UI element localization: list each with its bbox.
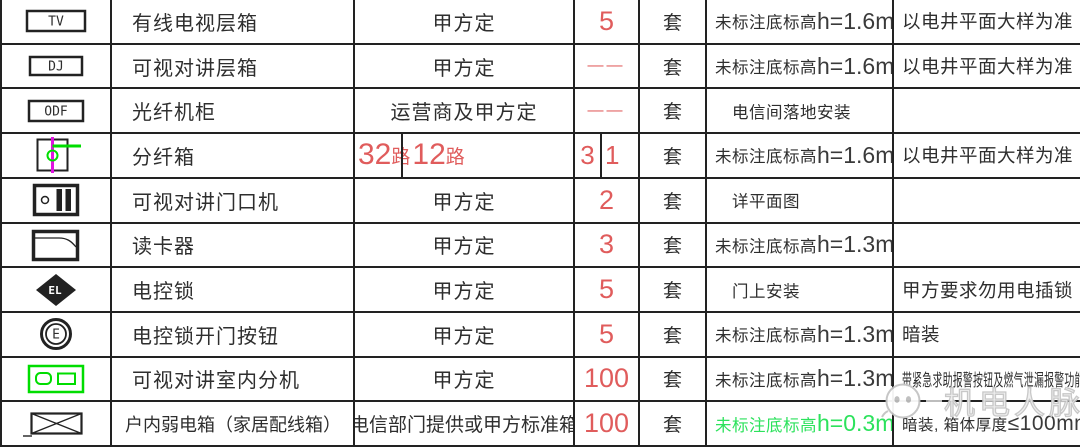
remark-cell [894,179,1080,224]
symbol-cell: EL [2,268,112,313]
remark-cell [894,224,1080,269]
qty-cell: —— [575,44,640,90]
install-cell: 详平面图 [707,178,894,224]
spec-cell: 电信部门提供或甲方标准箱 [355,402,575,447]
remark-cell: 带紧急求助报警按钮及燃气泄漏报警功能 [894,358,1080,403]
install-cell: 未标注底标高 h=1.6m [707,0,894,45]
unit-cell: 套 [640,89,707,135]
qty-cell: 5 [575,268,640,313]
symbol-cell: ODF [2,89,112,135]
install-cell: 门上安装 [707,268,894,313]
spec-cell: 甲方定 [355,223,575,269]
symbol-cell: DJ [2,44,112,90]
unit-cell: 套 [640,178,707,224]
indoor-monitor-icon [27,364,85,394]
door-station-icon [32,183,80,217]
qty-cell: 2 [575,178,640,224]
device-name: 可视对讲室内分机 [112,357,355,403]
symbol-cell: E [2,312,112,358]
install-cell: 未标注底标高 h=1.6m [707,44,894,90]
device-name: 可视对讲层箱 [112,44,355,90]
unit-cell: 套 [640,223,707,269]
spec-cell: 甲方定 [355,357,575,403]
install-cell: 未标注底标高 h=1.3m [707,357,894,403]
qty-cell: 3 [575,223,640,269]
card-reader-icon [31,229,80,262]
unit-cell: 套 [640,0,707,45]
remark-cell: 甲方要求勿用电插锁 [894,268,1080,313]
device-name: 光纤机柜 [112,89,355,135]
odf-cabinet-icon: ODF [27,99,85,122]
device-name: 电控锁开门按钮 [112,312,355,358]
remark-cell: 暗装 [894,313,1080,358]
unit-cell: 套 [640,357,707,403]
device-name: 读卡器 [112,223,355,269]
spec-cell: 运营商及甲方定 [355,89,575,135]
qty-cell: 5 [575,312,640,358]
install-cell: 未标注底标高 h=0.3m [707,402,894,447]
install-cell: 未标注底标高 h=1.6m [707,134,894,179]
device-name: 有线电视层箱 [112,0,355,45]
spec-cell: 甲方定 [355,44,575,90]
remark-cell: 以电井平面大样为准 [894,134,1080,179]
exit-button-icon: E [40,318,72,351]
spec-cell: 32路 12路 [355,134,575,179]
symbol-cell: TV [2,0,112,45]
unit-cell: 套 [640,402,707,447]
qty-cell: —— [575,89,640,135]
weak-current-box-icon [23,412,83,437]
remark-cell [894,89,1080,135]
install-cell: 电信间落地安装 [707,89,894,135]
device-name: 可视对讲门口机 [112,178,355,224]
electric-lock-icon: EL [36,273,76,306]
svg-text:E: E [52,328,60,343]
remark-cell: 以电井平面大样为准 [894,0,1080,45]
tv-floor-box-icon: TV [25,10,87,33]
unit-cell: 套 [640,134,707,179]
unit-cell: 套 [640,268,707,313]
sub-column-divider [401,134,403,177]
unit-cell: 套 [640,44,707,90]
spec-cell: 甲方定 [355,0,575,45]
svg-text:DJ: DJ [48,60,64,75]
symbol-cell [2,134,112,179]
qty-cell: 3 1 [575,134,640,179]
qty-cell: 5 [575,0,640,45]
symbol-cell [2,178,112,224]
fiber-splitter-box-icon [36,137,81,174]
install-cell: 未标注底标高 h=1.3m [707,312,894,358]
dj-floor-box-icon: DJ [28,55,84,77]
device-name: 户内弱电箱（家居配线箱） [112,402,355,447]
unit-cell: 套 [640,312,707,358]
device-name: 电控锁 [112,268,355,313]
spec-cell: 甲方定 [355,178,575,224]
sub-column-divider [600,134,602,177]
qty-cell: 100 [575,402,640,447]
symbol-cell [2,223,112,269]
remark-cell: 暗装, 箱体厚度≤100mm [894,402,1080,447]
device-name: 分纤箱 [112,134,355,179]
qty-cell: 100 [575,357,640,403]
svg-text:ODF: ODF [44,104,68,119]
spec-cell: 甲方定 [355,268,575,313]
remark-cell: 以电井平面大样为准 [894,45,1080,90]
symbol-cell [2,402,112,447]
symbol-cell [2,357,112,403]
install-cell: 未标注底标高 h=1.3m [707,223,894,269]
svg-text:TV: TV [48,15,64,30]
svg-text:EL: EL [48,284,62,297]
spec-cell: 甲方定 [355,312,575,358]
